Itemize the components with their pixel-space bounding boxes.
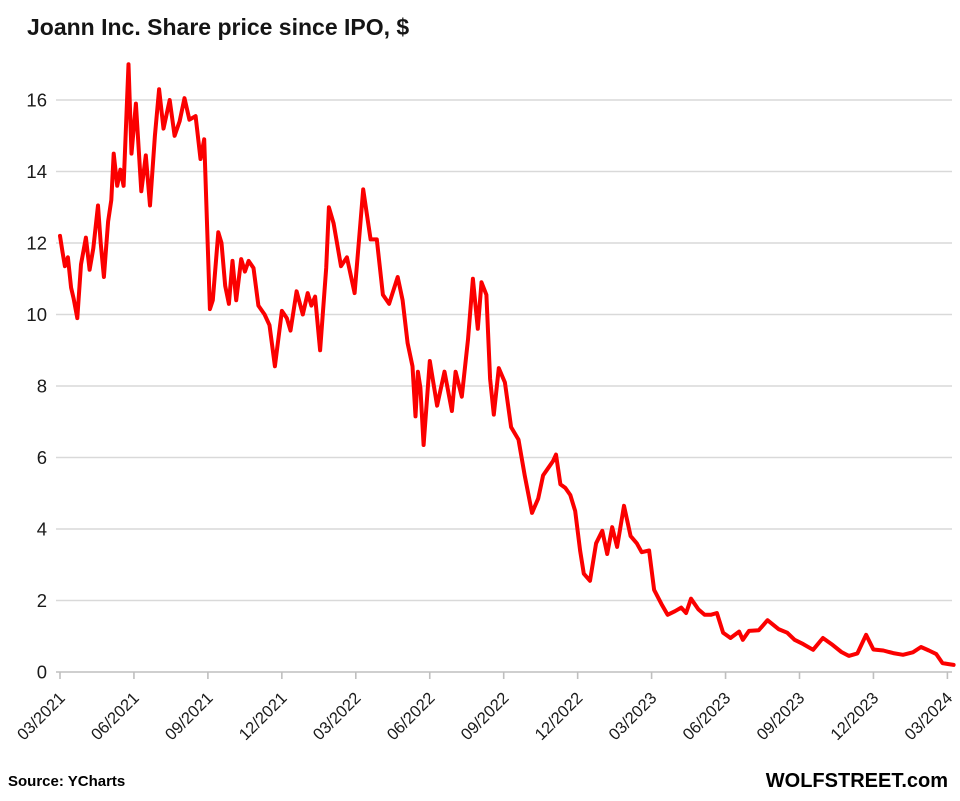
chart-title: Joann Inc. Share price since IPO, $	[27, 14, 410, 40]
x-tick-label: 03/2022	[310, 689, 365, 744]
y-tick-label: 4	[37, 519, 47, 540]
brand-credit: WOLFSTREET.com	[765, 770, 948, 792]
price-line-series	[58, 62, 956, 667]
y-tick-label: 8	[37, 376, 47, 397]
x-tick-label: 03/2023	[606, 689, 661, 744]
x-tick-label: 03/2024	[901, 689, 956, 744]
x-tick-label: 09/2021	[162, 689, 217, 744]
x-tick-label: 09/2023	[753, 689, 808, 744]
y-tick-label: 12	[26, 233, 47, 254]
x-tick-label: 03/2021	[14, 689, 69, 744]
x-tick-label: 06/2022	[384, 689, 439, 744]
x-tick-label: 09/2022	[458, 689, 513, 744]
y-tick-label: 2	[37, 590, 47, 611]
x-tick-label: 06/2021	[88, 689, 143, 744]
y-tick-label: 0	[37, 662, 47, 683]
y-tick-label: 10	[26, 304, 47, 325]
source-credit: Source: YCharts	[8, 773, 126, 790]
y-tick-label: 6	[37, 447, 47, 468]
x-tick-label: 12/2021	[236, 689, 291, 744]
x-tick-label: 12/2022	[532, 689, 587, 744]
y-tick-label: 14	[26, 161, 47, 182]
y-tick-label: 16	[26, 90, 47, 111]
x-tick-label: 12/2023	[827, 689, 882, 744]
x-tick-label: 06/2023	[679, 689, 734, 744]
